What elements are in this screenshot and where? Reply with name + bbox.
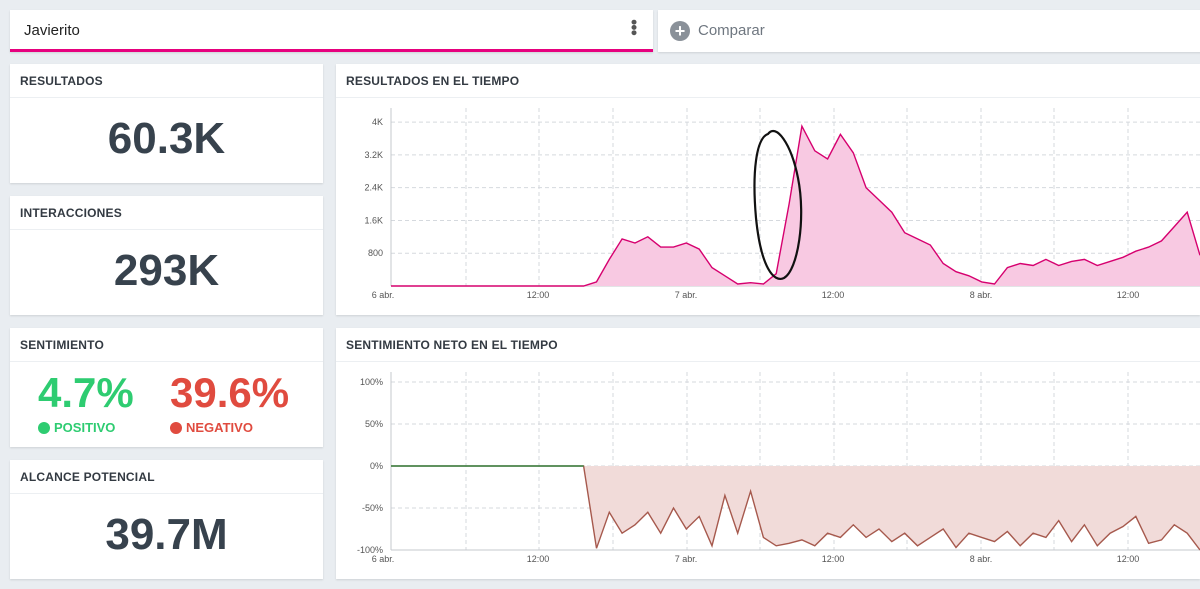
results-title: RESULTADOS [10, 64, 323, 98]
y-tick-label: 800 [368, 248, 383, 258]
sentiment-card: SENTIMIENTO 4.7% POSITIVO 39.6% NEGATIVO [10, 328, 323, 447]
y-tick-label: -50% [362, 503, 383, 513]
interactions-value: 293K [113, 246, 220, 295]
results-chart: 800 1.6K 2.4K 3.2K 4K 6 abr. 12:00 7 abr. 12:00 8… [364, 108, 1200, 300]
plus-circle-icon: + [670, 21, 690, 41]
results-card: RESULTADOS 60.3K [10, 64, 323, 183]
y-tick-label: 4K [372, 117, 383, 127]
y-tick-label: 3.2K [364, 150, 383, 160]
x-tick-label: 12:00 [1117, 290, 1140, 300]
x-tick-label: 12:00 [527, 290, 550, 300]
reach-value: 39.7M [105, 510, 228, 559]
y-tick-label: 1.6K [364, 215, 383, 225]
negative-value: 39.6% [170, 369, 290, 416]
positive-value: 4.7% [38, 369, 134, 416]
series-area [391, 126, 1200, 286]
search-profile-bar[interactable]: Javierito ••• [10, 10, 653, 52]
x-tick-label: 7 abr. [675, 554, 698, 564]
positive-label: POSITIVO [54, 420, 116, 435]
x-tick-label: 8 abr. [970, 290, 993, 300]
x-tick-label: 7 abr. [675, 290, 698, 300]
profile-name[interactable]: Javierito [24, 22, 80, 39]
annotation-ellipse [753, 129, 803, 280]
x-tick-label: 6 abr. [372, 554, 395, 564]
interactions-card: INTERACCIONES 293K [10, 196, 323, 315]
interactions-title: INTERACCIONES [10, 196, 323, 230]
results-chart-title: RESULTADOS EN EL TIEMPO [336, 64, 1200, 98]
sentiment-chart-card: SENTIMIENTO NETO EN EL TIEMPO 100% 50% 0% -… [336, 328, 1200, 579]
y-tick-label: -100% [357, 545, 383, 555]
x-tick-label: 8 abr. [970, 554, 993, 564]
frown-icon [170, 421, 182, 434]
x-tick-label: 12:00 [822, 290, 845, 300]
y-tick-label: 0% [370, 461, 383, 471]
reach-title: ALCANCE POTENCIAL [10, 460, 323, 494]
sentiment-chart: 100% 50% 0% -50% -100%6 abr. 12:00 7 abr. 12:00… [357, 372, 1200, 564]
series-area [391, 466, 1200, 550]
negative-label: NEGATIVO [186, 420, 253, 435]
negative-sentiment: 39.6% NEGATIVO [170, 372, 289, 435]
x-tick-label: 12:00 [822, 554, 845, 564]
reach-card: ALCANCE POTENCIAL 39.7M [10, 460, 323, 579]
positive-sentiment: 4.7% POSITIVO [38, 372, 134, 435]
x-tick-label: 6 abr. [372, 290, 395, 300]
sentiment-chart-title: SENTIMIENTO NETO EN EL TIEMPO [336, 328, 1200, 362]
sentiment-title: SENTIMIENTO [10, 328, 323, 362]
results-chart-card: RESULTADOS EN EL TIEMPO 800 1.6K 2.4K 3.2K 4… [336, 64, 1200, 315]
y-tick-label: 50% [365, 419, 383, 429]
y-tick-label: 100% [360, 377, 383, 387]
more-options-icon[interactable]: ••• [624, 19, 644, 35]
smile-icon [38, 421, 50, 434]
x-tick-label: 12:00 [527, 554, 550, 564]
compare-button[interactable]: + Comparar [658, 10, 1200, 52]
results-value: 60.3K [107, 114, 226, 163]
x-tick-label: 12:00 [1117, 554, 1140, 564]
y-tick-label: 2.4K [364, 183, 383, 193]
compare-label: Comparar [698, 22, 765, 39]
